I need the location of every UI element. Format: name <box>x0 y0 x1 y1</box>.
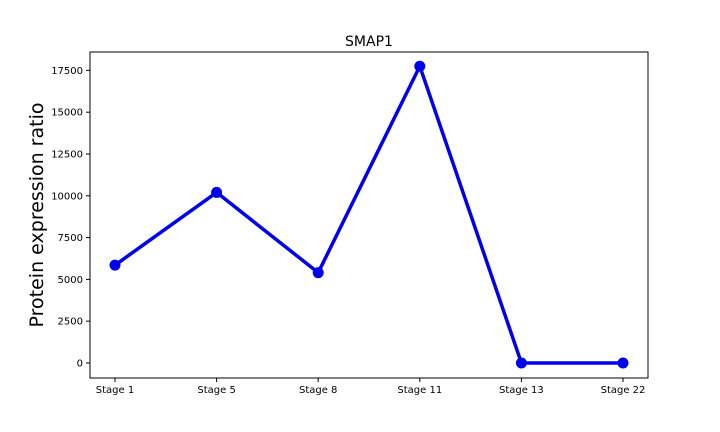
y-tick-label: 12500 <box>51 149 83 160</box>
chart-title: SMAP1 <box>345 34 393 50</box>
y-tick-label: 15000 <box>51 108 83 119</box>
data-point <box>109 259 121 271</box>
y-tick-label: 17500 <box>51 66 83 77</box>
y-tick-label: 10000 <box>51 191 83 202</box>
plot-frame <box>89 51 649 379</box>
x-tick-label: Stage 5 <box>197 385 235 396</box>
y-tick-label: 5000 <box>58 275 83 286</box>
y-tick-label: 2500 <box>58 317 83 328</box>
series-line <box>113 64 625 365</box>
data-point <box>617 357 629 369</box>
x-axis-ticks: Stage 1 Stage 5 Stage 8 Stage 11 Stage 13 Sta… <box>96 378 646 396</box>
data-point <box>312 267 324 279</box>
y-axis-ticks: 0 2500 5000 7500 10000 12500 15000 17500 <box>51 66 90 369</box>
data-point <box>211 186 223 198</box>
x-tick-label: Stage 8 <box>299 385 337 396</box>
y-axis-label: Protein expression ratio <box>26 103 48 328</box>
series-layer <box>109 60 629 369</box>
y-tick-label: 0 <box>77 358 83 369</box>
data-point <box>414 60 426 72</box>
x-tick-label: Stage 22 <box>601 385 646 396</box>
x-tick-label: Stage 1 <box>96 385 134 396</box>
data-point <box>515 357 527 369</box>
x-tick-label: Stage 11 <box>397 385 442 396</box>
x-tick-label: Stage 13 <box>499 385 544 396</box>
y-tick-label: 7500 <box>58 233 83 244</box>
